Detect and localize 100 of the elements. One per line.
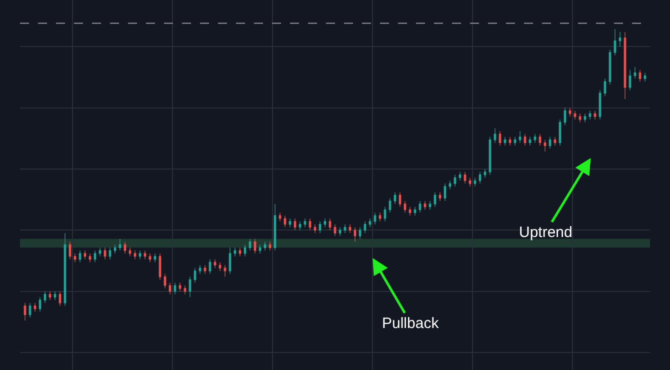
candlestick: [458, 172, 462, 181]
candlestick: [264, 242, 266, 251]
candlestick: [54, 291, 56, 300]
candlestick: [398, 192, 402, 208]
candlestick: [438, 192, 442, 202]
candlestick: [178, 282, 182, 292]
candlestick: [338, 226, 342, 236]
candlestick: [548, 136, 552, 149]
candlestick: [78, 250, 82, 262]
candlestick: [318, 221, 322, 234]
candlestick: [598, 90, 602, 120]
candlestick: [424, 200, 426, 210]
candlestick: [498, 130, 502, 146]
candlestick: [444, 183, 446, 202]
candlestick: [508, 136, 512, 146]
candlestick: [594, 110, 596, 120]
candlestick: [388, 198, 392, 213]
candlestick: [378, 212, 382, 222]
candlestick: [344, 224, 346, 234]
candlestick: [514, 136, 516, 146]
candlestick: [238, 247, 242, 257]
candlestick: [64, 232, 66, 306]
candlestick: [464, 172, 466, 184]
candlestick: [134, 250, 136, 260]
candlestick: [328, 218, 332, 230]
candlestick: [248, 238, 252, 251]
candlestick: [224, 264, 226, 278]
candlestick: [578, 113, 582, 123]
candlestick: [574, 110, 576, 120]
candlestick: [408, 206, 412, 216]
candlestick: [364, 221, 366, 234]
candlestick: [204, 264, 206, 274]
candlestick: [368, 218, 372, 228]
candlestick: [628, 70, 632, 91]
candlestick: [618, 32, 622, 47]
candlestick: [228, 247, 232, 274]
candlestick: [108, 247, 112, 260]
candlestick: [468, 177, 472, 187]
candlestick: [68, 242, 72, 260]
candlestick: [88, 253, 92, 262]
candlestick: [644, 72, 646, 82]
candlestick: [584, 113, 586, 123]
candlestick: [414, 206, 416, 216]
candlestick: [294, 218, 296, 230]
candlestick: [208, 258, 212, 274]
candlestick: [478, 172, 482, 184]
candlestick: [614, 28, 616, 56]
candlestick: [298, 221, 302, 230]
candlestick: [174, 282, 176, 295]
candlestick: [434, 192, 436, 208]
candlestick: [98, 247, 102, 257]
annotation: Uptrend: [519, 224, 572, 241]
candlestick: [48, 291, 52, 300]
candlestick: [258, 244, 262, 254]
candlestick: [538, 134, 542, 146]
candlestick: [528, 136, 532, 146]
candlestick: [144, 250, 146, 260]
candlestick: [274, 204, 276, 251]
candlestick: [74, 253, 76, 262]
candlestick: [488, 136, 492, 176]
candlestick: [148, 253, 152, 262]
candlestick: [244, 244, 246, 257]
candlestick: [188, 276, 192, 298]
candlestick: [638, 70, 642, 82]
candlestick: [268, 242, 272, 251]
candlestick: [348, 224, 352, 234]
candlestick: [304, 218, 306, 228]
candlestick: [404, 200, 406, 213]
candlestick: [124, 242, 126, 254]
candlestick: [588, 110, 592, 120]
candlestick: [84, 250, 86, 260]
candlestick: [24, 302, 26, 321]
candlestick: [394, 192, 396, 204]
candlestick: [624, 32, 626, 100]
candlestick: [34, 302, 36, 312]
candlestick: [218, 262, 222, 272]
candlestick: [288, 218, 292, 228]
candlestick: [234, 247, 236, 257]
candlestick: [28, 302, 32, 318]
candlestick: [358, 226, 362, 240]
candlestick: [544, 140, 546, 152]
candlestick: [118, 238, 122, 251]
candlestick: [214, 258, 216, 268]
candlestick: [634, 66, 636, 79]
candlestick: [194, 268, 196, 283]
candlestick: [494, 128, 496, 144]
candlestick: [164, 274, 166, 289]
candlestick: [554, 136, 556, 146]
candlestick: [184, 285, 186, 295]
candlestick: [484, 168, 486, 178]
candlestick: [254, 238, 256, 254]
candlestick: [38, 296, 42, 312]
candlestick: [114, 244, 116, 254]
candlestick: [504, 136, 506, 146]
candlestick: [604, 78, 606, 96]
candlestick: [94, 250, 96, 262]
candlestick: [564, 108, 566, 126]
candlestick: [354, 226, 356, 242]
candlestick: [474, 177, 476, 187]
candlestick: [138, 250, 142, 260]
